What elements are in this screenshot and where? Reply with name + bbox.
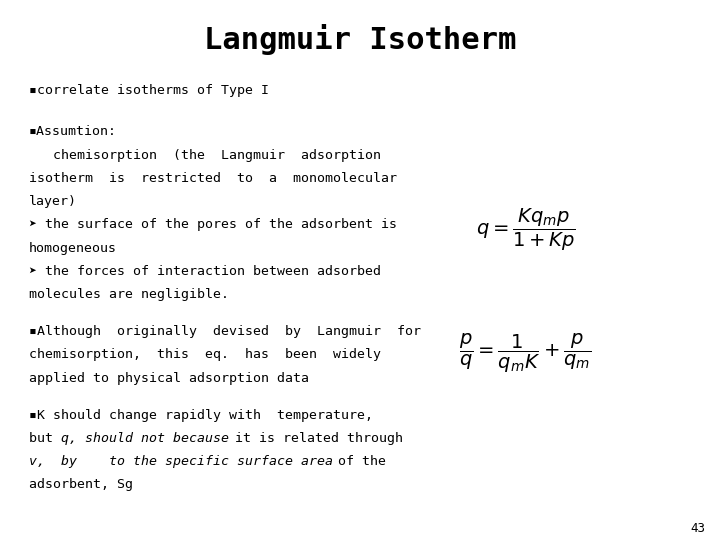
Text: of the: of the [330, 455, 386, 468]
Text: ➤ the surface of the pores of the adsorbent is: ➤ the surface of the pores of the adsorb… [29, 218, 397, 231]
Text: v,  by    to the specific surface area: v, by to the specific surface area [29, 455, 333, 468]
Text: layer): layer) [29, 195, 77, 208]
Text: ➤ the forces of interaction between adsorbed: ➤ the forces of interaction between adso… [29, 265, 381, 278]
Text: isotherm  is  restricted  to  a  monomolecular: isotherm is restricted to a monomolecula… [29, 172, 397, 185]
Text: ▪Assumtion:: ▪Assumtion: [29, 125, 117, 138]
Text: but: but [29, 432, 60, 445]
Text: ▪K should change rapidly with  temperature,: ▪K should change rapidly with temperatur… [29, 409, 373, 422]
Text: chemisorption,  this  eq.  has  been  widely: chemisorption, this eq. has been widely [29, 348, 381, 361]
Text: $\dfrac{p}{q} = \dfrac{1}{q_m K} + \dfrac{p}{q_m}$: $\dfrac{p}{q} = \dfrac{1}{q_m K} + \dfra… [459, 332, 592, 375]
Text: adsorbent, Sg: adsorbent, Sg [29, 478, 132, 491]
Text: $q = \dfrac{Kq_m p}{1 + Kp}$: $q = \dfrac{Kq_m p}{1 + Kp}$ [476, 206, 575, 253]
Text: Langmuir Isotherm: Langmuir Isotherm [204, 24, 516, 55]
Text: it is related through: it is related through [227, 432, 403, 445]
Text: homogeneous: homogeneous [29, 241, 117, 254]
Text: ▪Although  originally  devised  by  Langmuir  for: ▪Although originally devised by Langmuir… [29, 325, 420, 338]
Text: ▪correlate isotherms of Type I: ▪correlate isotherms of Type I [29, 84, 269, 97]
Text: molecules are negligible.: molecules are negligible. [29, 288, 229, 301]
Text: 43: 43 [690, 522, 706, 535]
Text: chemisorption  (the  Langmuir  adsorption: chemisorption (the Langmuir adsorption [29, 148, 381, 161]
Text: q, should not because: q, should not because [60, 432, 228, 445]
Text: applied to physical adsorption data: applied to physical adsorption data [29, 372, 309, 384]
